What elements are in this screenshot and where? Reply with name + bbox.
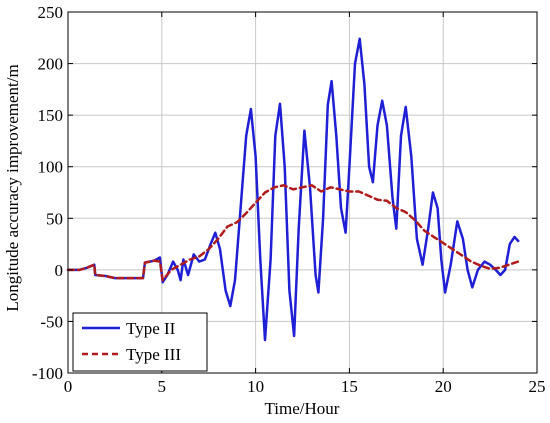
series-line-type-ii [66,37,520,342]
x-axis-title: Time/Hour [265,399,340,418]
x-tick-label: 20 [435,377,452,396]
x-tick-label: 5 [158,377,167,396]
plot-frame [67,11,538,374]
legend-label-type-ii: Type II [126,319,176,338]
legend-label-type-iii: Type III [126,345,181,364]
y-tick-label: 250 [38,3,64,22]
x-tick-label: 0 [64,377,73,396]
legend-box [72,312,208,372]
series-line-type-iii [66,184,520,282]
y-tick-label: -50 [40,312,63,331]
legend: Type II Type III [72,312,208,372]
y-tick-label: 50 [46,209,63,228]
y-tick-label: -100 [32,364,63,383]
y-tick-label: 100 [38,158,64,177]
y-tick-label: 0 [55,261,64,280]
series-lines [66,37,520,342]
y-axis-title: Longitude accuracy improvement/m [3,64,22,311]
x-tick-label: 15 [341,377,358,396]
ticks: 0 5 10 15 20 25 -100 -50 0 50 100 150 200 250 [32,3,546,396]
y-tick-label: 200 [38,55,64,74]
x-tick-label: 25 [529,377,546,396]
y-tick-label: 150 [38,106,64,125]
x-tick-label: 10 [247,377,264,396]
